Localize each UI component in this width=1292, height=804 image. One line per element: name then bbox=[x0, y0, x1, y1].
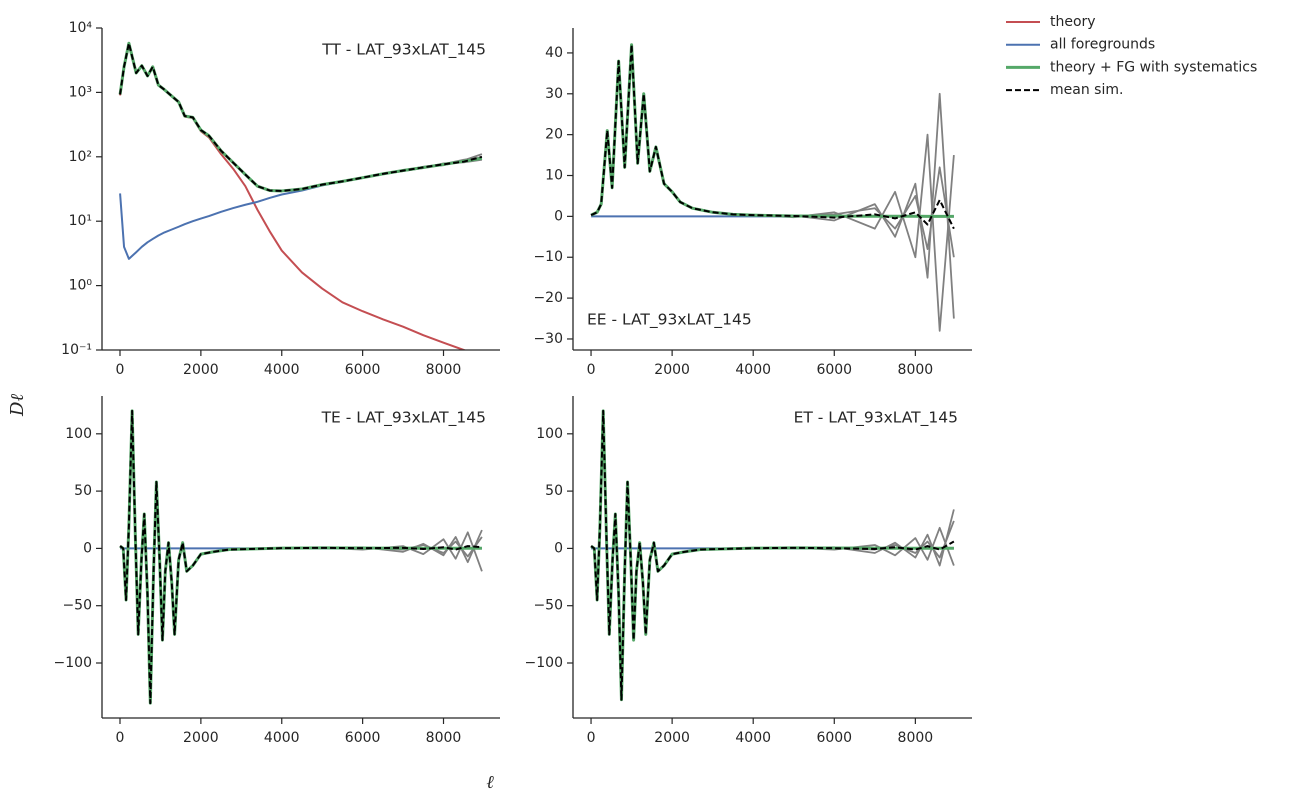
panel-title: ET - LAT_93xLAT_145 bbox=[794, 409, 958, 428]
series-line bbox=[118, 41, 483, 193]
x-tick-label: 0 bbox=[587, 362, 596, 378]
y-tick-label: 0 bbox=[554, 208, 563, 224]
y-axis-label: Dℓ bbox=[7, 394, 28, 417]
y-tick-label: 30 bbox=[545, 86, 563, 102]
y-tick-label: 20 bbox=[545, 127, 563, 143]
panel-title: TE - LAT_93xLAT_145 bbox=[321, 409, 486, 428]
plot-area bbox=[590, 43, 955, 332]
y-tick-label: 10² bbox=[69, 149, 92, 165]
series-line bbox=[590, 409, 954, 701]
x-tick-label: 4000 bbox=[264, 730, 300, 746]
plot-area bbox=[119, 409, 483, 705]
sim-line bbox=[590, 43, 955, 332]
y-tick-label: 50 bbox=[545, 483, 563, 499]
series-line bbox=[119, 409, 482, 705]
y-tick-label: 0 bbox=[83, 540, 92, 556]
y-tick-label: 0 bbox=[554, 540, 563, 556]
legend-label: theory + FG with systematics bbox=[1050, 59, 1257, 75]
sim-line bbox=[590, 410, 955, 701]
x-tick-label: 2000 bbox=[654, 730, 690, 746]
x-tick-label: 2000 bbox=[183, 730, 219, 746]
series-line bbox=[119, 409, 483, 705]
y-tick-label: −50 bbox=[533, 598, 563, 614]
x-tick-label: 6000 bbox=[816, 730, 852, 746]
series-line bbox=[590, 43, 955, 230]
plot-area bbox=[118, 41, 483, 350]
sim-line bbox=[590, 43, 955, 319]
y-tick-label: 10⁴ bbox=[69, 20, 93, 36]
sim-line bbox=[119, 410, 483, 704]
x-axis-label: ℓ bbox=[486, 772, 494, 793]
y-tick-label: −10 bbox=[533, 249, 563, 265]
y-tick-label: 40 bbox=[545, 45, 563, 61]
x-tick-label: 4000 bbox=[735, 730, 771, 746]
x-tick-label: 8000 bbox=[426, 362, 462, 378]
x-tick-label: 6000 bbox=[816, 362, 852, 378]
legend-label: mean sim. bbox=[1050, 82, 1123, 98]
legend-label: all foregrounds bbox=[1050, 37, 1155, 53]
sim-line bbox=[590, 410, 955, 701]
sim-line bbox=[119, 42, 483, 192]
sim-line bbox=[119, 410, 483, 704]
series-line bbox=[590, 43, 954, 218]
panel-title: TT - LAT_93xLAT_145 bbox=[321, 41, 486, 60]
x-tick-label: 8000 bbox=[426, 730, 462, 746]
x-tick-label: 4000 bbox=[735, 362, 771, 378]
x-tick-label: 6000 bbox=[345, 362, 381, 378]
y-tick-label: 10⁻¹ bbox=[61, 342, 92, 358]
plot-area bbox=[590, 409, 955, 702]
y-tick-label: −100 bbox=[54, 655, 92, 671]
y-tick-label: 10¹ bbox=[69, 213, 92, 229]
y-tick-label: −30 bbox=[533, 331, 563, 347]
y-tick-label: 10 bbox=[545, 168, 563, 184]
series-line bbox=[590, 409, 955, 701]
sim-line bbox=[119, 410, 483, 704]
y-tick-label: 10³ bbox=[69, 84, 92, 100]
sim-line bbox=[119, 42, 483, 192]
x-tick-label: 8000 bbox=[898, 730, 934, 746]
sim-line bbox=[590, 410, 955, 701]
x-tick-label: 6000 bbox=[345, 730, 381, 746]
x-tick-label: 2000 bbox=[183, 362, 219, 378]
x-tick-label: 2000 bbox=[654, 362, 690, 378]
x-tick-label: 8000 bbox=[898, 362, 934, 378]
series-line bbox=[119, 157, 483, 260]
x-tick-label: 0 bbox=[587, 730, 596, 746]
legend-label: theory bbox=[1050, 14, 1096, 30]
y-tick-label: −100 bbox=[525, 655, 563, 671]
series-line bbox=[119, 42, 483, 192]
series-line bbox=[119, 42, 467, 350]
panel-title: EE - LAT_93xLAT_145 bbox=[587, 311, 752, 330]
sim-line bbox=[119, 42, 483, 192]
y-tick-label: −20 bbox=[533, 290, 563, 306]
series-line bbox=[119, 409, 482, 705]
x-tick-label: 0 bbox=[116, 362, 125, 378]
y-tick-label: 100 bbox=[65, 426, 92, 442]
y-tick-label: 100 bbox=[536, 426, 563, 442]
x-tick-label: 4000 bbox=[264, 362, 300, 378]
y-tick-label: 10⁰ bbox=[69, 278, 93, 294]
y-tick-label: −50 bbox=[62, 598, 92, 614]
x-tick-label: 0 bbox=[116, 730, 125, 746]
y-tick-label: 50 bbox=[74, 483, 92, 499]
series-line bbox=[590, 409, 954, 702]
